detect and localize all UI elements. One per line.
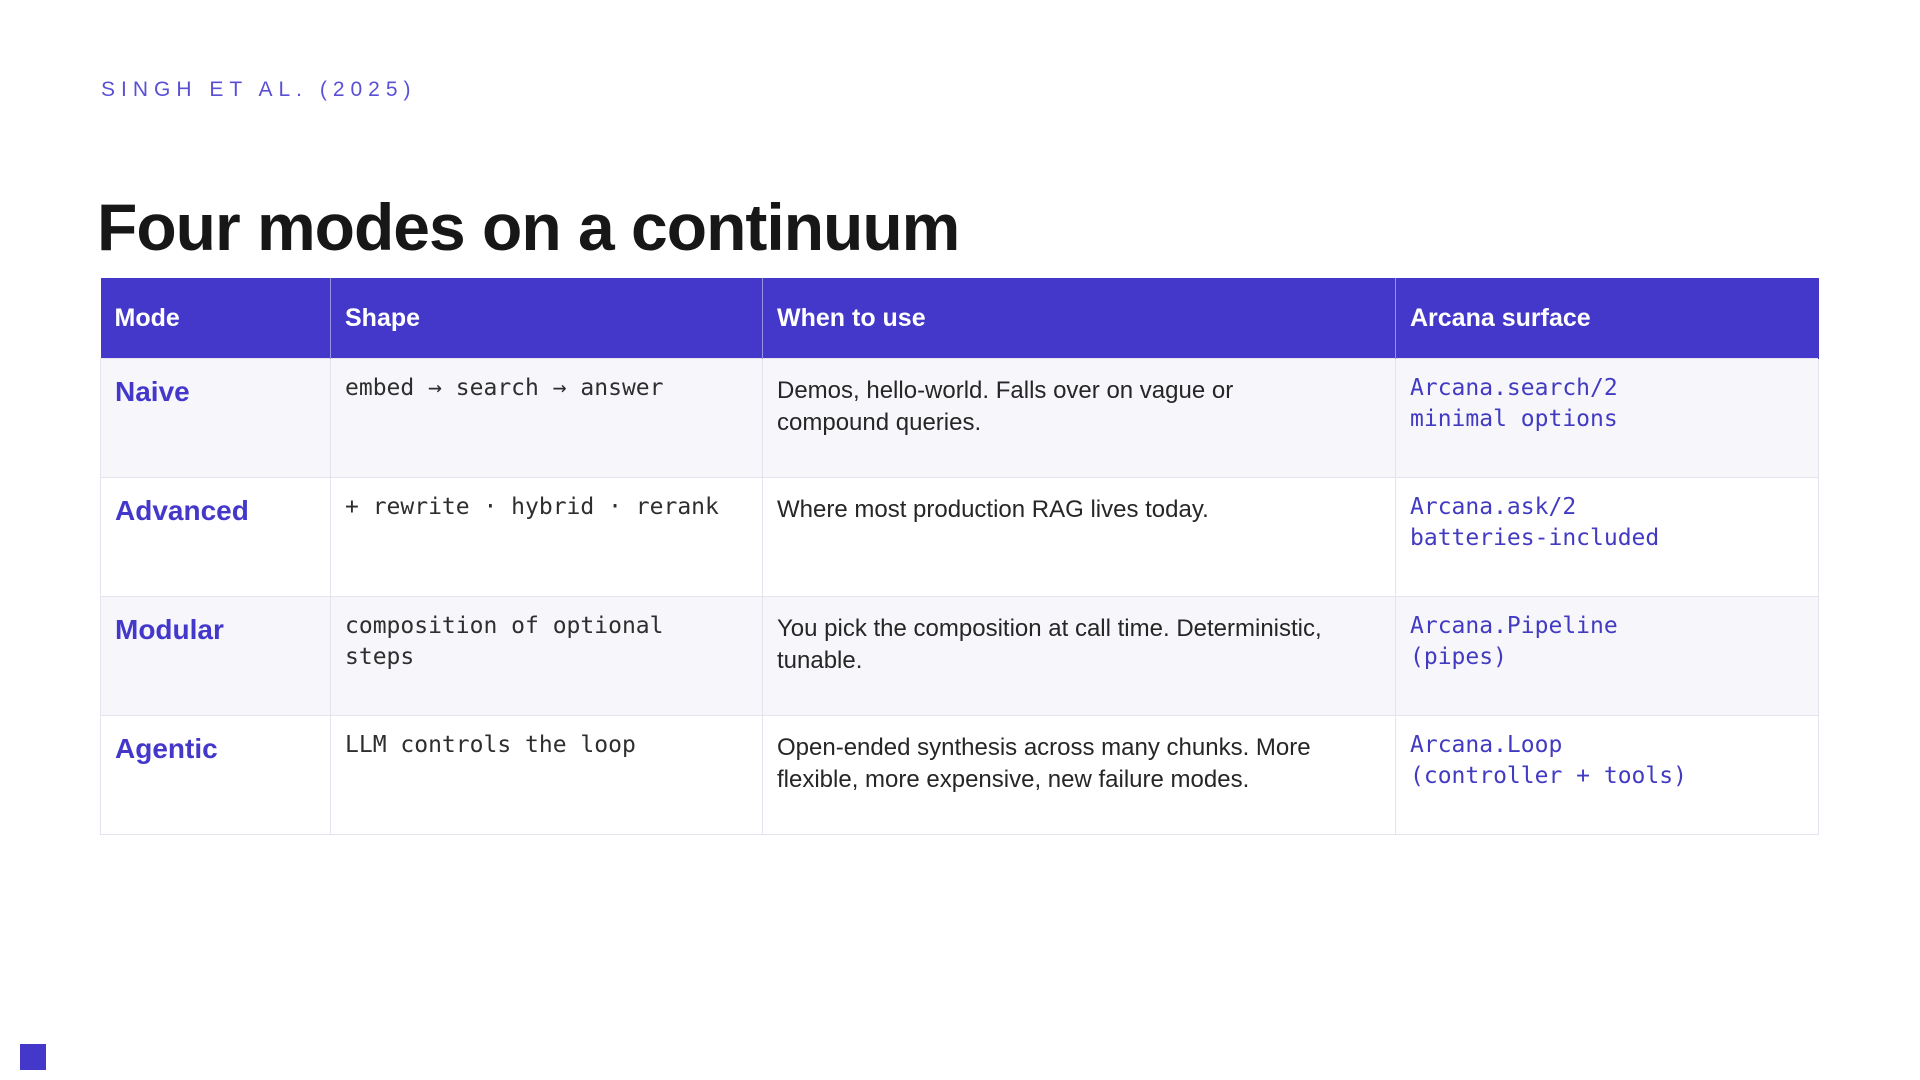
column-header-shape: Shape [330, 278, 763, 359]
shape-cell: embed → search → answer [330, 358, 763, 478]
arcana-surface-cell: Arcana.Pipeline (pipes) [1395, 596, 1819, 716]
table-row-advanced: Advanced + rewrite · hybrid · rerank Whe… [100, 477, 1819, 597]
table-row-modular: Modular composition of optional steps Yo… [100, 596, 1819, 716]
column-header-when-to-use: When to use [762, 278, 1396, 359]
column-header-mode: Mode [100, 278, 331, 359]
shape-cell: + rewrite · hybrid · rerank [330, 477, 763, 597]
slide-accent-square [20, 1044, 46, 1070]
arcana-surface-cell: Arcana.ask/2 batteries-included [1395, 477, 1819, 597]
table-row-naive: Naive embed → search → answer Demos, hel… [100, 358, 1819, 478]
mode-cell: Modular [100, 596, 331, 716]
when-to-use-cell: Open-ended synthesis across many chunks.… [762, 715, 1396, 835]
modes-table: Mode Shape When to use Arcana surface Na… [100, 278, 1819, 835]
mode-cell: Naive [100, 358, 331, 478]
table-header-row: Mode Shape When to use Arcana surface [100, 278, 1819, 359]
when-to-use-cell: Demos, hello-world. Falls over on vague … [762, 358, 1396, 478]
eyebrow-citation-label: SINGH ET AL. (2025) [101, 78, 417, 101]
when-to-use-cell: You pick the composition at call time. D… [762, 596, 1396, 716]
page-title: Four modes on a continuum [97, 190, 960, 265]
arcana-surface-cell: Arcana.Loop (controller + tools) [1395, 715, 1819, 835]
shape-cell: composition of optional steps [330, 596, 763, 716]
when-to-use-cell: Where most production RAG lives today. [762, 477, 1396, 597]
arcana-surface-cell: Arcana.search/2 minimal options [1395, 358, 1819, 478]
shape-cell: LLM controls the loop [330, 715, 763, 835]
column-header-arcana-surface: Arcana surface [1395, 278, 1819, 359]
mode-cell: Agentic [100, 715, 331, 835]
mode-cell: Advanced [100, 477, 331, 597]
table-row-agentic: Agentic LLM controls the loop Open-ended… [100, 715, 1819, 835]
